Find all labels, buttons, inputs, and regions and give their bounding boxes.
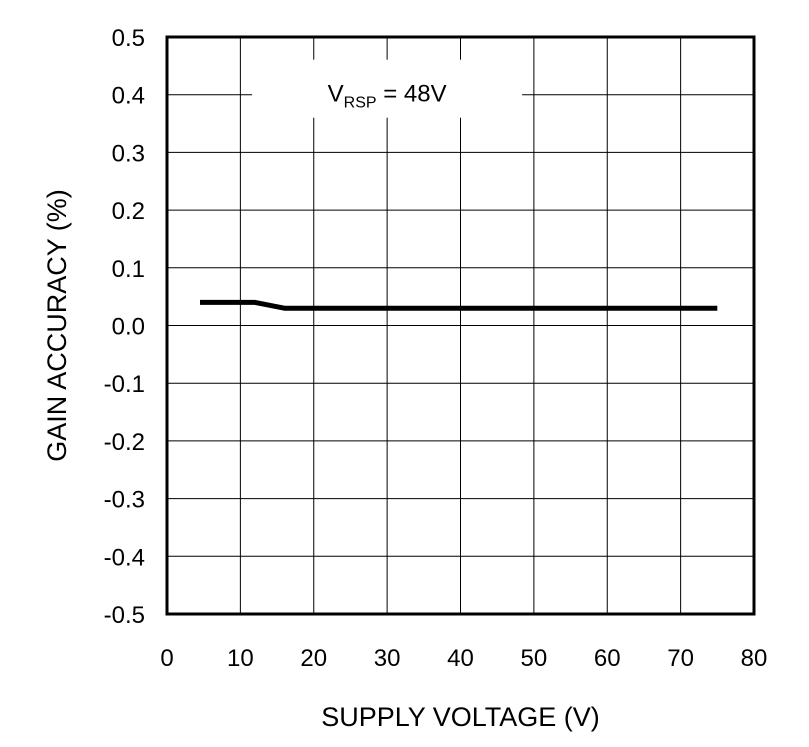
x-tick-label: 30 (374, 645, 401, 672)
y-tick-label: 0.0 (112, 314, 145, 341)
grid-lines (167, 37, 754, 614)
x-tick-label: 60 (594, 645, 621, 672)
y-tick-label: -0.3 (104, 487, 145, 514)
annotation-subscript: RSP (344, 95, 377, 112)
y-tick-label: 0.1 (112, 256, 145, 283)
y-tick-label: -0.1 (104, 371, 145, 398)
plot-frame (165, 35, 756, 616)
x-tick-label: 50 (521, 645, 548, 672)
y-tick-label: 0.4 (112, 83, 145, 110)
annotation-vrsp: VRSP = 48V (328, 81, 447, 112)
x-tick-labels: 0 10 20 30 40 50 60 70 80 (160, 645, 767, 672)
y-tick-label: -0.2 (104, 429, 145, 456)
x-tick-label: 70 (667, 645, 694, 672)
y-tick-label: -0.4 (104, 544, 145, 571)
x-tick-label: 80 (741, 645, 768, 672)
y-axis-label: GAIN ACCURACY (%) (42, 189, 72, 462)
x-tick-label: 40 (447, 645, 474, 672)
x-tick-label: 0 (160, 645, 173, 672)
y-tick-label: 0.5 (112, 25, 145, 52)
annotation-rest: = 48V (377, 81, 447, 108)
x-tick-label: 10 (227, 645, 254, 672)
series-layer (200, 299, 718, 311)
x-tick-label: 20 (300, 645, 327, 672)
y-tick-label: 0.3 (112, 140, 145, 167)
x-axis-label: SUPPLY VOLTAGE (V) (321, 702, 600, 732)
series-line-0 (200, 299, 718, 311)
annotation-group: VRSP = 48V (252, 59, 523, 118)
annotation-main: V (328, 81, 344, 108)
annotation-background (252, 59, 523, 118)
y-tick-labels: 0.5 0.4 0.3 0.2 0.1 0.0 -0.1 -0.2 -0.3 -0.4 -0.5 (104, 25, 145, 629)
y-tick-label: -0.5 (104, 602, 145, 629)
y-tick-label: 0.2 (112, 198, 145, 225)
